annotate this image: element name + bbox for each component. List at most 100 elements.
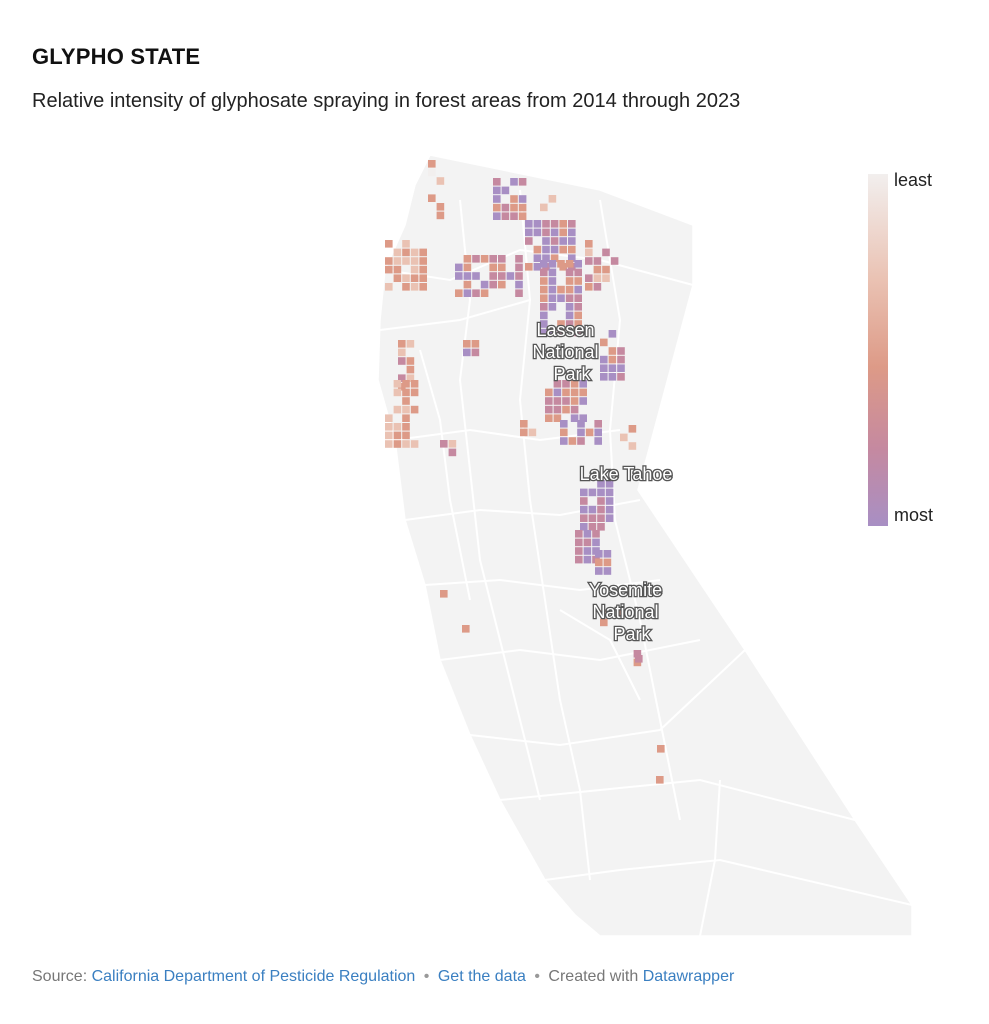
- heat-square: [498, 263, 506, 272]
- heat-square: [410, 265, 419, 274]
- heat-square: [393, 274, 402, 282]
- heat-square: [577, 428, 585, 437]
- heat-square: [585, 283, 593, 291]
- heat-square: [562, 380, 570, 388]
- heat-square: [518, 203, 527, 212]
- heat-square: [489, 255, 497, 263]
- heat-square: [605, 497, 614, 505]
- heat-square: [406, 365, 415, 374]
- legend-most-label: most: [894, 505, 934, 525]
- legend-gradient-bar: [868, 174, 888, 526]
- heat-square: [393, 388, 402, 397]
- source-prefix: Source:: [32, 968, 88, 985]
- heat-square: [593, 283, 602, 291]
- heat-square: [419, 274, 427, 282]
- heat-square: [518, 212, 527, 220]
- heat-square: [542, 220, 550, 228]
- heat-square: [498, 255, 506, 263]
- heat-square: [593, 274, 602, 282]
- heat-square: [593, 257, 602, 265]
- heat-square: [463, 255, 472, 263]
- legend-least-label: least: [894, 170, 933, 190]
- heat-square: [463, 340, 471, 348]
- heat-square: [597, 488, 605, 497]
- heat-square: [600, 355, 608, 364]
- lake-tahoe-label: Lake Tahoe: [580, 464, 673, 484]
- heat-square: [545, 414, 553, 422]
- lassen-label-line-1: Lassen: [536, 320, 594, 340]
- heat-square: [419, 283, 427, 291]
- heat-square: [579, 397, 587, 405]
- heat-square: [610, 257, 619, 265]
- heat-square: [548, 268, 557, 277]
- heat-square: [548, 277, 557, 285]
- heat-square: [410, 283, 419, 291]
- heat-square: [525, 237, 533, 245]
- get-data-link[interactable]: Get the data: [437, 968, 526, 985]
- heat-square: [448, 440, 457, 448]
- heat-square: [540, 277, 548, 285]
- heat-square: [595, 550, 603, 558]
- chart-title: GLYPHO STATE: [32, 44, 201, 69]
- heat-square: [440, 440, 448, 448]
- heat-square: [574, 285, 582, 294]
- heat-square: [402, 388, 410, 397]
- separator-2: •: [534, 968, 540, 985]
- yosemite-label-line-3: Park: [613, 624, 651, 644]
- heat-square: [518, 178, 527, 186]
- heat-square: [398, 340, 406, 348]
- heat-square: [560, 428, 568, 437]
- heat-square: [565, 260, 574, 268]
- heat-square: [480, 280, 489, 289]
- heat-square: [548, 260, 557, 268]
- heat-square: [385, 265, 393, 274]
- heat-square: [542, 228, 550, 237]
- heat-square: [493, 186, 501, 195]
- heat-square: [565, 294, 574, 302]
- heat-square: [600, 338, 608, 347]
- heat-square: [588, 505, 597, 514]
- heat-square: [657, 745, 665, 753]
- heat-square: [588, 488, 597, 497]
- heat-square: [440, 590, 448, 598]
- source-link[interactable]: California Department of Pesticide Regul…: [91, 968, 416, 985]
- heat-square: [580, 514, 588, 522]
- heat-square: [617, 364, 625, 372]
- heat-square: [568, 228, 576, 237]
- heat-square: [559, 245, 567, 254]
- heat-square: [575, 538, 583, 547]
- heat-square: [562, 388, 570, 397]
- heat-square: [577, 420, 585, 428]
- heat-square: [562, 397, 570, 405]
- heat-square: [419, 265, 427, 274]
- heat-square: [597, 523, 605, 531]
- heat-square: [402, 257, 410, 265]
- heat-square: [574, 311, 582, 320]
- heat-square: [540, 268, 548, 277]
- yosemite-label-line-2: National: [592, 602, 658, 622]
- heat-square: [406, 340, 415, 348]
- heat-square: [525, 263, 533, 271]
- heat-square: [603, 550, 612, 558]
- heat-square: [608, 355, 617, 364]
- datawrapper-link[interactable]: Datawrapper: [642, 968, 735, 985]
- heat-square: [605, 480, 614, 488]
- heat-square: [419, 248, 427, 257]
- separator-1: •: [423, 968, 430, 985]
- heat-square: [493, 195, 501, 203]
- heat-square: [428, 194, 436, 202]
- heat-square: [540, 294, 548, 302]
- heat-square: [385, 257, 393, 265]
- heat-square: [520, 428, 528, 437]
- heat-square: [603, 558, 612, 567]
- heat-square: [574, 277, 582, 285]
- yosemite-label: Yosemite National Park: [589, 580, 667, 644]
- heat-square: [393, 248, 402, 257]
- heat-square: [570, 414, 579, 422]
- heat-square: [617, 610, 625, 618]
- heat-square: [605, 488, 614, 497]
- heat-square: [385, 440, 393, 448]
- heat-square: [553, 380, 562, 388]
- heat-square: [574, 260, 582, 268]
- heat-square: [628, 425, 637, 433]
